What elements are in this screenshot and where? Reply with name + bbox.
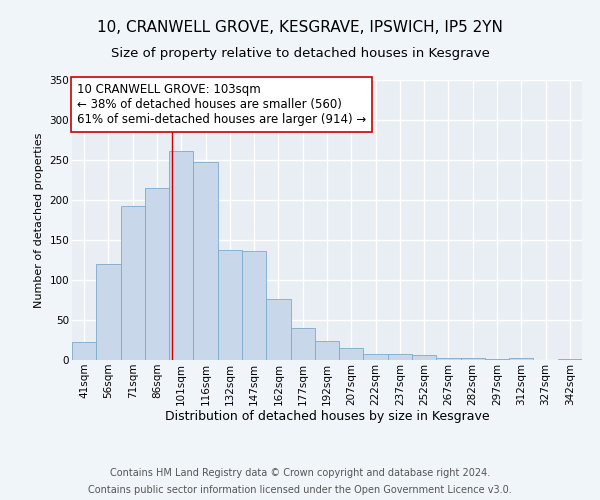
Bar [121,206,145,360]
Bar [218,250,242,360]
Bar [339,348,364,360]
Bar [388,354,412,360]
Bar [315,341,339,360]
Bar [242,251,266,360]
Bar [169,151,193,360]
Bar [509,358,533,360]
Bar [364,354,388,360]
Text: 10 CRANWELL GROVE: 103sqm
← 38% of detached houses are smaller (560)
61% of semi: 10 CRANWELL GROVE: 103sqm ← 38% of detac… [77,83,367,126]
Text: Contains HM Land Registry data © Crown copyright and database right 2024.: Contains HM Land Registry data © Crown c… [110,468,490,477]
Text: Contains public sector information licensed under the Open Government Licence v3: Contains public sector information licen… [88,485,512,495]
Bar [266,299,290,360]
Text: 10, CRANWELL GROVE, KESGRAVE, IPSWICH, IP5 2YN: 10, CRANWELL GROVE, KESGRAVE, IPSWICH, I… [97,20,503,35]
Text: Size of property relative to detached houses in Kesgrave: Size of property relative to detached ho… [110,48,490,60]
Bar [193,162,218,360]
X-axis label: Distribution of detached houses by size in Kesgrave: Distribution of detached houses by size … [164,410,490,424]
Bar [145,188,169,360]
Bar [290,328,315,360]
Bar [558,359,582,360]
Bar [485,359,509,360]
Bar [412,355,436,360]
Bar [461,358,485,360]
Bar [96,264,121,360]
Bar [72,342,96,360]
Bar [436,358,461,360]
Y-axis label: Number of detached properties: Number of detached properties [34,132,44,308]
